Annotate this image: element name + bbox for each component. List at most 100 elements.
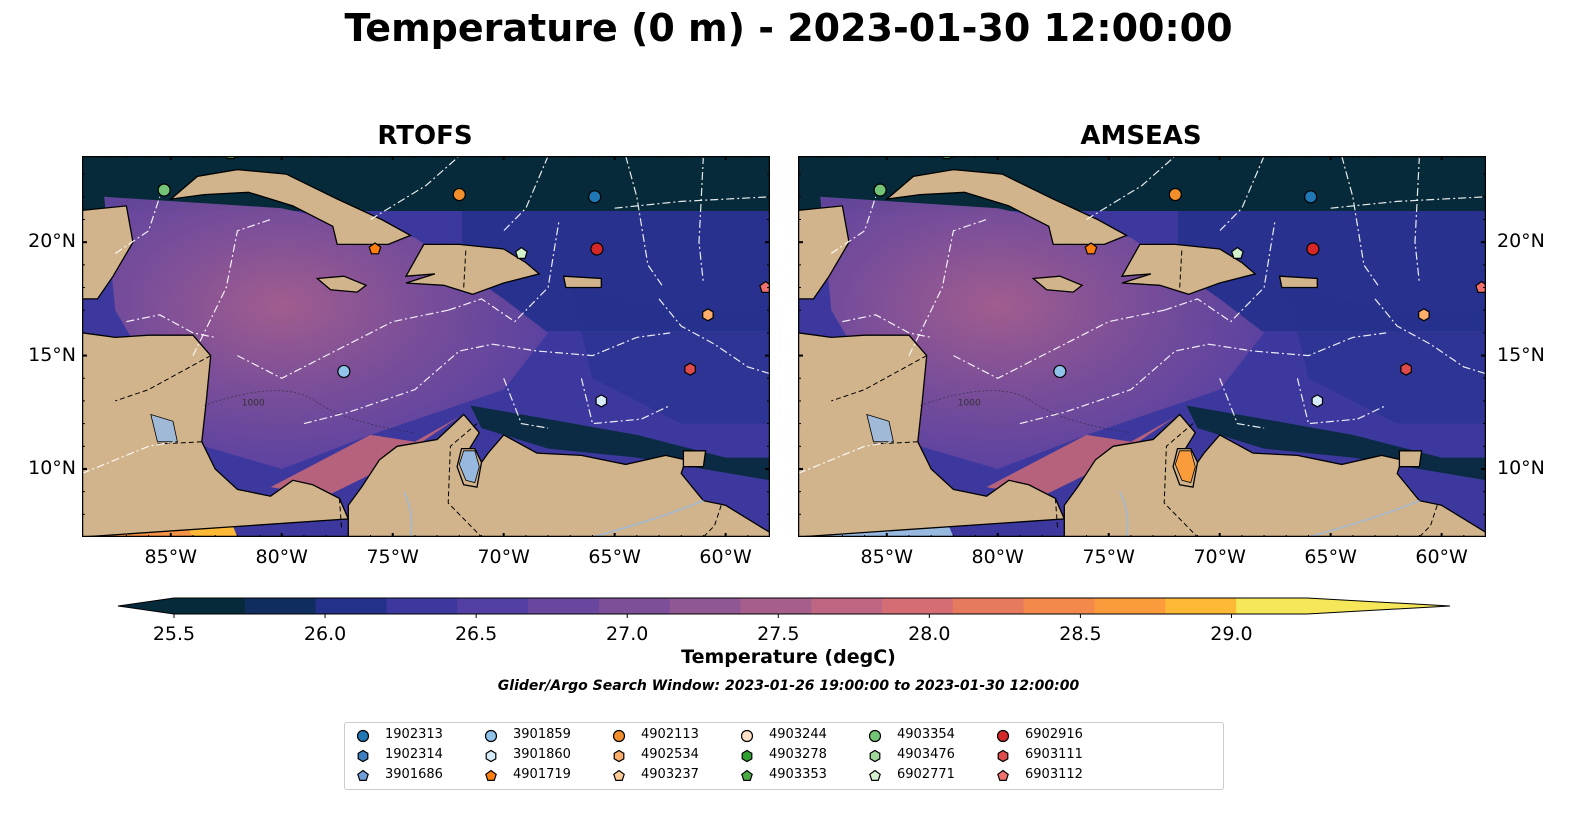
legend-label: 3901860 [513,747,571,762]
river [1308,500,1420,537]
colorbar-tick-label: 29.0 [1210,623,1252,644]
lon-tick-label: 70°W [1193,546,1246,568]
land-southamerica [1063,413,1486,537]
colorbar-tick-label: 28.5 [1059,623,1101,644]
land-southamerica [347,413,770,537]
colorbar-tick-label: 28.0 [908,623,950,644]
pentagon-marker-icon [357,769,369,781]
map-frame [82,156,770,537]
float-marker-1902313 [588,190,602,204]
colorbar-tick-label: 25.5 [153,623,195,644]
land-yucatan [798,205,850,300]
country-border [1179,248,1183,288]
eez-boundary [1341,156,1380,288]
colorbar-segment [811,598,883,614]
warm-coastal-patch [270,416,460,497]
river [1119,491,1129,537]
eez-boundary [114,196,161,254]
eastern-caribbean [1286,287,1486,424]
float-marker-3901860 [595,394,608,408]
country-border [338,498,343,531]
eez-boundary [798,441,892,475]
river [403,491,413,537]
eez-boundary [1219,378,1265,429]
pentagon-marker-icon [997,769,1009,781]
country-border [1419,505,1438,537]
eez-boundary [237,309,449,379]
colorbar-segment [1165,598,1237,614]
bathymetry-contour [919,390,1131,434]
search-window-text: Glider/Argo Search Window: 2023-01-26 19… [497,678,1080,694]
land-jamaica [1031,275,1084,293]
pentagon-marker-icon [485,769,497,781]
lon-tick-label: 75°W [366,546,419,568]
eez-boundary [303,332,671,425]
colorbar-segment [244,598,317,614]
colorbar-segment [528,598,600,614]
land-puertorico [562,275,602,289]
land-yucatan [82,205,134,300]
land-trinidad [682,450,707,468]
land-cuba [884,168,1129,246]
circle-marker-icon [996,729,1010,743]
float-marker-4902534 [1418,308,1430,322]
float-marker-6903112 [1475,280,1486,293]
eez-boundary [1414,156,1420,284]
hexagon-marker-icon [613,749,625,763]
lake [866,413,894,443]
lon-tick-label: 65°W [1304,546,1357,568]
land-cuba [168,168,413,246]
legend-label: 4901719 [513,767,571,782]
float-marker-6903112 [759,280,770,293]
eez-boundary [830,196,877,254]
colorbar-segment [740,598,812,614]
legend-label: 4903354 [897,727,955,742]
bathymetry-contour [203,390,415,434]
map-panel-amseas[interactable]: 1000 [798,156,1486,537]
eez-boundary [503,156,549,232]
colorbar-outline [117,597,1451,615]
country-border [1163,423,1198,537]
hexagon-marker-icon [741,749,753,763]
legend-label: 4903476 [897,747,955,762]
panel-title-rtofs: RTOFS [377,121,473,151]
eez-boundary [1019,332,1387,425]
lon-tick-label: 75°W [1082,546,1135,568]
colorbar-label: Temperature (degC) [681,646,896,668]
float-marker-1902313 [1304,190,1318,204]
colorbar-segment [952,598,1025,614]
lat-tick-label: 20°N [1497,230,1545,253]
eez-boundary [126,314,216,338]
country-border [873,441,918,445]
legend-label: 3901686 [385,767,443,782]
temperature-colorbar: 25.5 26.0 26.5 27.0 27.5 28.0 28.5 29.0 [117,597,1451,644]
legend-label: 4903244 [769,727,827,742]
legend-label: 4903353 [769,767,827,782]
colorbar-segment [315,598,387,614]
colorbar-tick-label: 26.5 [455,623,497,644]
legend-label: 1902314 [385,747,443,762]
circle-marker-icon [356,729,370,743]
country-border [1054,498,1059,531]
lake [150,413,178,443]
land-jamaica [315,275,368,293]
legend-label: 6903111 [1025,747,1083,762]
hexagon-marker-icon [869,749,881,763]
float-marker-4901719 [1084,242,1098,255]
eastern-caribbean [570,287,770,424]
land-hispaniola [404,243,541,295]
land-trinidad [1398,450,1423,468]
lon-tick-label: 60°W [1415,546,1468,568]
eez-boundary [908,218,987,356]
colorbar-segment [669,598,741,614]
hexagon-marker-icon [485,749,497,763]
map-frame [798,156,1486,537]
eez-boundary [1296,378,1387,425]
lon-tick-label: 80°W [971,546,1024,568]
eez-boundary [1086,156,1176,221]
map-panel-rtofs[interactable]: 1000 [82,156,770,537]
bathymetry-label: 1000 [242,398,265,408]
colorbar-tick-label: 26.0 [304,623,346,644]
float-legend: 1902313 1902314 3901686 3901859 3901860 49017… [344,722,1224,790]
float-marker-6903111 [684,362,696,376]
